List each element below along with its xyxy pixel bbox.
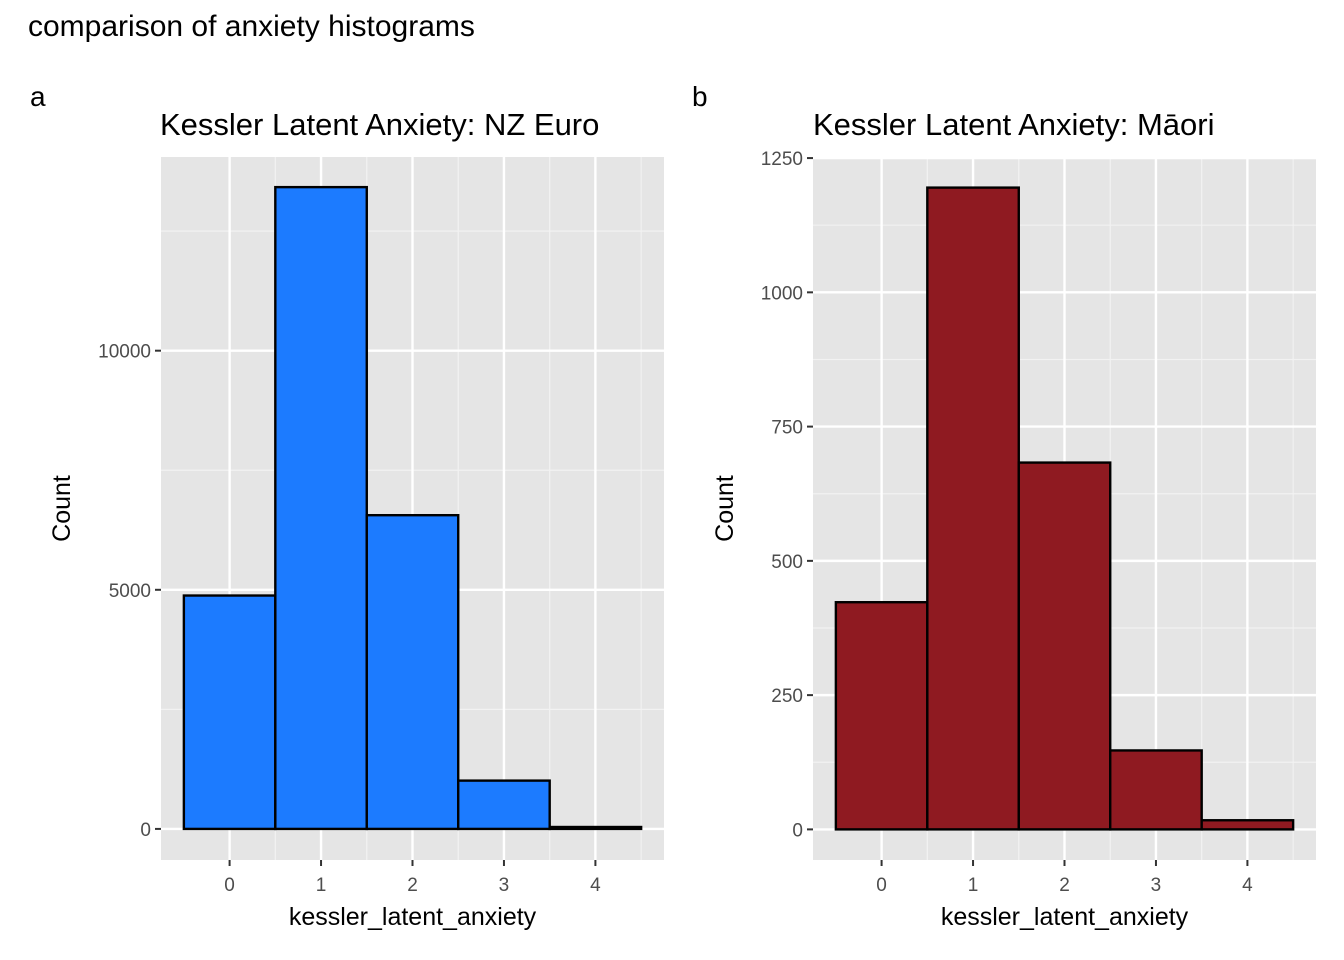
- bar-1: [274, 185, 368, 831]
- bar-1: [926, 186, 1020, 831]
- y-tick-label: 1000: [761, 283, 803, 304]
- chart-title: Kessler Latent Anxiety: Māori: [813, 107, 1214, 142]
- x-tick-label: 0: [876, 875, 887, 896]
- x-tick-label: 1: [968, 875, 979, 896]
- x-tick-label: 3: [1151, 875, 1162, 896]
- y-tick-label: 750: [771, 418, 803, 439]
- bar-4: [548, 825, 643, 831]
- chart-panel-a: 0 5000 10000 0 1 2 3 4 kessler_latent_anxiety Cou…: [30, 81, 664, 931]
- figure-title: comparison of anxiety histograms: [28, 10, 475, 43]
- y-tick-label: 250: [771, 686, 803, 707]
- y-tick-label: 0: [792, 820, 803, 841]
- y-tick-label: 1250: [761, 149, 803, 170]
- chart-panel-b: 0 250 500 750 1000 1250 0 1 2 3 4 kessler_latent_an…: [692, 81, 1316, 931]
- y-tick-label: 0: [140, 820, 151, 841]
- x-tick-label: 1: [316, 875, 327, 896]
- x-axis-title: kessler_latent_anxiety: [941, 903, 1189, 931]
- bar-3: [457, 779, 551, 831]
- bar-2: [1017, 461, 1112, 831]
- x-tick-label: 0: [224, 875, 235, 896]
- panel-tag-b: b: [692, 81, 708, 112]
- y-tick-label: 5000: [109, 581, 151, 602]
- x-tick-label: 4: [1242, 875, 1253, 896]
- bar-2: [365, 513, 460, 831]
- bar-4: [1200, 819, 1295, 831]
- x-tick-label: 3: [499, 875, 510, 896]
- x-tick-label: 2: [407, 875, 418, 896]
- bar-3: [1109, 749, 1203, 831]
- y-tick-label: 500: [771, 552, 803, 573]
- x-tick-label: 2: [1059, 875, 1070, 896]
- y-axis-title: Count: [48, 475, 76, 542]
- x-tick-label: 4: [590, 875, 601, 896]
- x-axis-title: kessler_latent_anxiety: [289, 903, 537, 931]
- y-tick-label: 10000: [98, 342, 151, 363]
- chart-title: Kessler Latent Anxiety: NZ Euro: [160, 107, 599, 142]
- y-axis-title: Count: [711, 475, 739, 542]
- panel-tag-a: a: [30, 81, 46, 112]
- bar-0: [182, 594, 277, 831]
- bar-0: [834, 601, 929, 831]
